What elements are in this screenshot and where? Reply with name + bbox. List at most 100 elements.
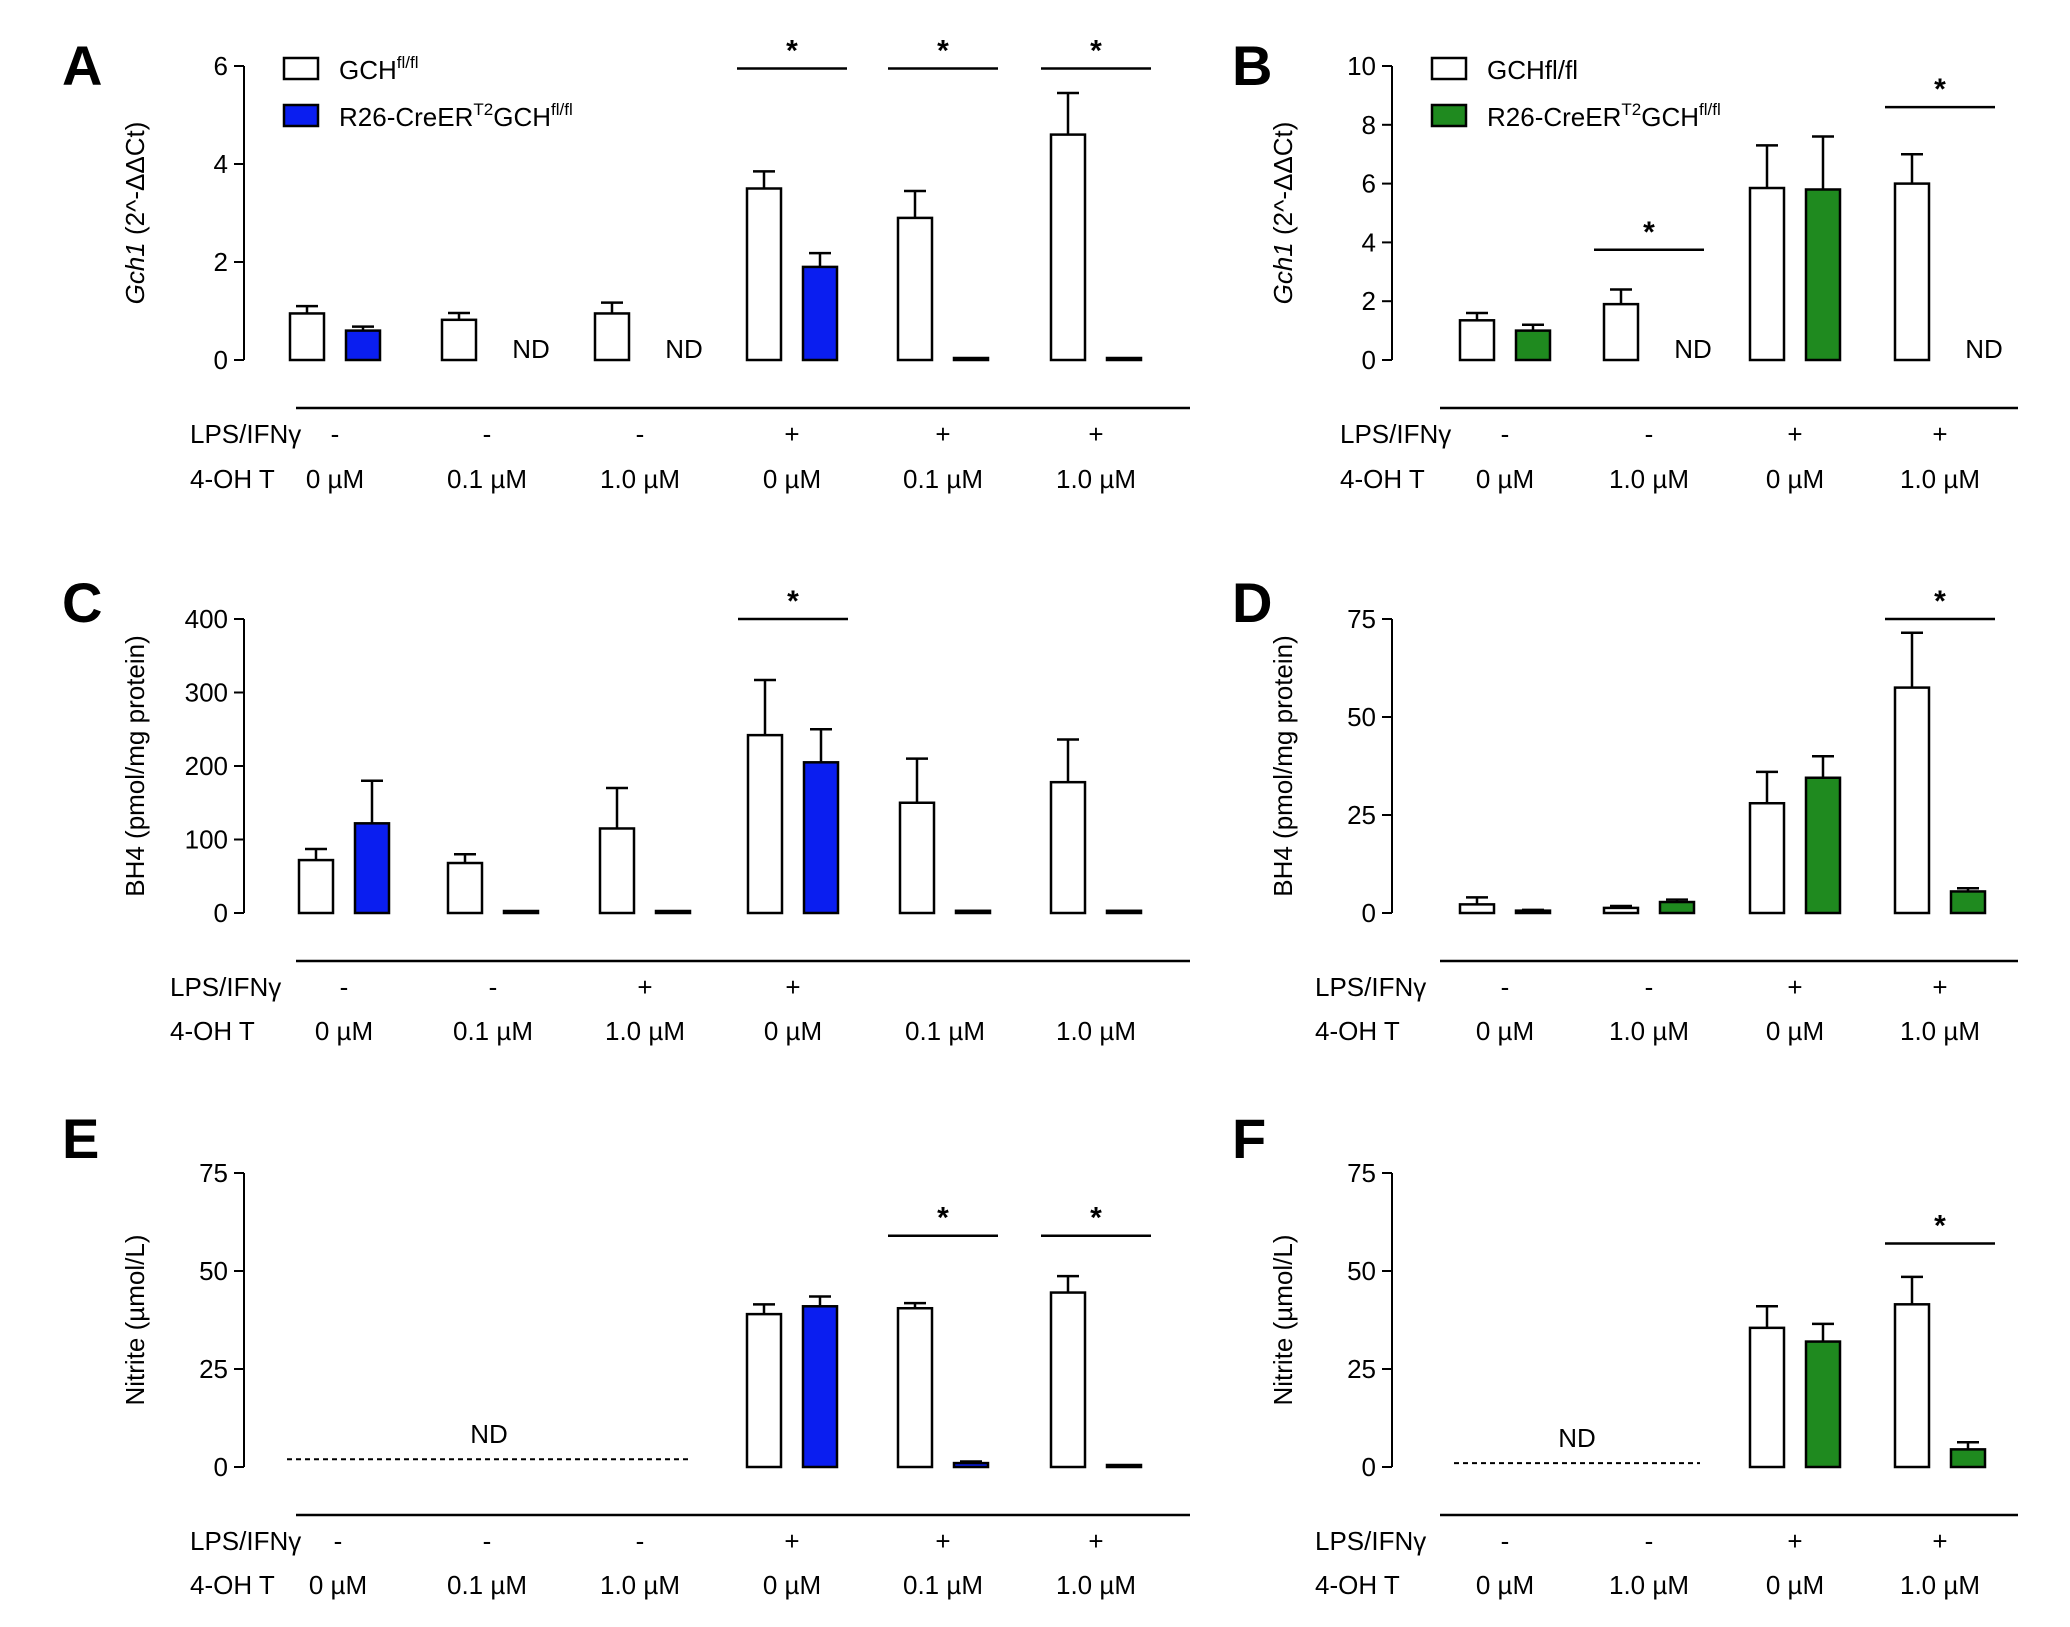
y-axis-label-text: (2^-ΔΔCt)	[1268, 122, 1298, 243]
bar	[1105, 356, 1143, 362]
condition-lps-value: +	[1932, 972, 1947, 1002]
legend-superscript: fl/fl	[551, 100, 573, 119]
condition-label-oht: 4-OH T	[1315, 1570, 1400, 1600]
condition-lps-value: +	[637, 972, 652, 1002]
condition-oht-value: 1.0 µM	[1056, 1016, 1136, 1046]
condition-lps-value: -	[1501, 419, 1510, 449]
condition-lps-value: +	[1787, 972, 1802, 1002]
y-axis-label: Gch1 (2^-ΔΔCt)	[120, 122, 150, 305]
condition-oht-value: 0 µM	[1766, 464, 1824, 494]
y-tick-label: 200	[185, 751, 228, 781]
bar	[1049, 780, 1087, 915]
panel-E-letter: E	[62, 1107, 99, 1170]
y-tick-label: 75	[1347, 1158, 1376, 1188]
condition-label-oht: 4-OH T	[190, 464, 275, 494]
legend-entry: R26-CreERT2​GCHfl/fl​	[1487, 100, 1721, 132]
bar	[801, 1305, 839, 1469]
condition-lps-value: +	[1932, 1526, 1947, 1556]
condition-lps-value: +	[1932, 419, 1947, 449]
nd-label: ND	[470, 1419, 508, 1449]
condition-label-lps: LPS/IFNγ	[190, 419, 301, 449]
panel-D: D 0 25 50 75 BH4 (pmol/mg protein) * LPS/IFNγ 4…	[1232, 571, 2018, 1046]
condition-oht-value: 0.1 µM	[447, 464, 527, 494]
nd-label: ND	[512, 334, 550, 364]
bar	[654, 909, 692, 915]
condition-oht-value: 1.0 µM	[1056, 464, 1136, 494]
y-tick-label: 25	[1347, 1354, 1376, 1384]
bar	[1514, 909, 1552, 915]
y-tick-label: 0	[1362, 345, 1376, 375]
y-tick-label: 25	[199, 1354, 228, 1384]
legend-swatch	[282, 103, 320, 128]
legend-text-part: R26-CreER	[339, 102, 473, 132]
condition-oht-value: 1.0 µM	[1056, 1570, 1136, 1600]
legend-entry: GCHfl/fl​	[339, 53, 419, 85]
y-tick-label: 50	[1347, 1256, 1376, 1286]
bar	[297, 858, 335, 915]
y-tick-label: 4	[1362, 227, 1376, 257]
y-axis-label: BH4 (pmol/mg protein)	[1268, 635, 1298, 897]
significance-star: *	[937, 1202, 949, 1235]
y-axis-label-text: BH4 (pmol/mg protein)	[1268, 635, 1298, 897]
condition-lps-value: -	[1645, 972, 1654, 1002]
panel-A: A 0 2 4 6 Gch1 (2^-ΔΔCt) ND ND * * * LPS/IFNγ 4-OH …	[62, 34, 1190, 494]
bar	[952, 1461, 990, 1469]
y-tick-label: 50	[199, 1256, 228, 1286]
condition-lps-value: +	[1088, 1526, 1103, 1556]
bar	[1893, 1303, 1931, 1469]
panel-A-letter: A	[62, 34, 102, 97]
condition-lps-value: +	[1787, 1526, 1802, 1556]
condition-oht-value: 0 µM	[1476, 1570, 1534, 1600]
y-tick-label: 4	[214, 149, 228, 179]
bar	[288, 312, 326, 362]
bar	[1893, 182, 1931, 362]
significance-star: *	[1934, 585, 1946, 618]
nd-label: ND	[665, 334, 703, 364]
condition-lps-value: -	[1501, 972, 1510, 1002]
condition-oht-value: 1.0 µM	[600, 464, 680, 494]
condition-oht-value: 1.0 µM	[1900, 1570, 1980, 1600]
y-tick-label: 75	[199, 1158, 228, 1188]
bar	[446, 861, 484, 915]
condition-oht-value: 0 µM	[1766, 1016, 1824, 1046]
legend-swatch	[282, 56, 320, 81]
bar	[1949, 1448, 1987, 1469]
condition-lps-value: +	[784, 1526, 799, 1556]
y-tick-label: 2	[214, 247, 228, 277]
legend-superscript: fl/fl	[397, 53, 419, 72]
panel-F: F 0 25 50 75 Nitrite (µmol/L) ND * LPS/IFNγ 4-OH…	[1232, 1107, 2018, 1600]
significance-star: *	[937, 34, 949, 67]
condition-lps-value: +	[784, 419, 799, 449]
y-axis-label-text: Nitrite (µmol/L)	[1268, 1235, 1298, 1406]
condition-oht-value: 0.1 µM	[453, 1016, 533, 1046]
condition-lps-value: +	[1088, 419, 1103, 449]
bar	[1893, 686, 1931, 915]
y-axis-label-gene: Gch1	[1268, 242, 1298, 304]
bar	[353, 822, 391, 915]
y-tick-label: 0	[214, 898, 228, 928]
condition-oht-value: 0.1 µM	[903, 464, 983, 494]
significance-star: *	[1934, 1210, 1946, 1243]
condition-oht-value: 0.1 µM	[447, 1570, 527, 1600]
condition-label-lps: LPS/IFNγ	[1315, 1526, 1426, 1556]
legend-swatch	[1430, 103, 1468, 128]
condition-oht-value: 0.1 µM	[903, 1570, 983, 1600]
panel-F-letter: F	[1232, 1107, 1266, 1170]
y-axis-label: Nitrite (µmol/L)	[120, 1235, 150, 1406]
bar	[440, 318, 478, 362]
significance-star: *	[1643, 216, 1655, 249]
condition-oht-value: 0 µM	[309, 1570, 367, 1600]
y-tick-label: 25	[1347, 800, 1376, 830]
y-tick-label: 0	[1362, 898, 1376, 928]
bar	[1804, 1340, 1842, 1469]
condition-oht-value: 0.1 µM	[905, 1016, 985, 1046]
y-tick-label: 0	[1362, 1452, 1376, 1482]
y-tick-label: 2	[1362, 286, 1376, 316]
condition-oht-value: 0 µM	[306, 464, 364, 494]
condition-lps-value: -	[636, 419, 645, 449]
condition-oht-value: 0 µM	[1766, 1570, 1824, 1600]
legend-text-part: GCH	[339, 55, 397, 85]
legend-text-part: GCH	[493, 102, 551, 132]
nd-label: ND	[1558, 1423, 1596, 1453]
bar	[593, 312, 631, 362]
